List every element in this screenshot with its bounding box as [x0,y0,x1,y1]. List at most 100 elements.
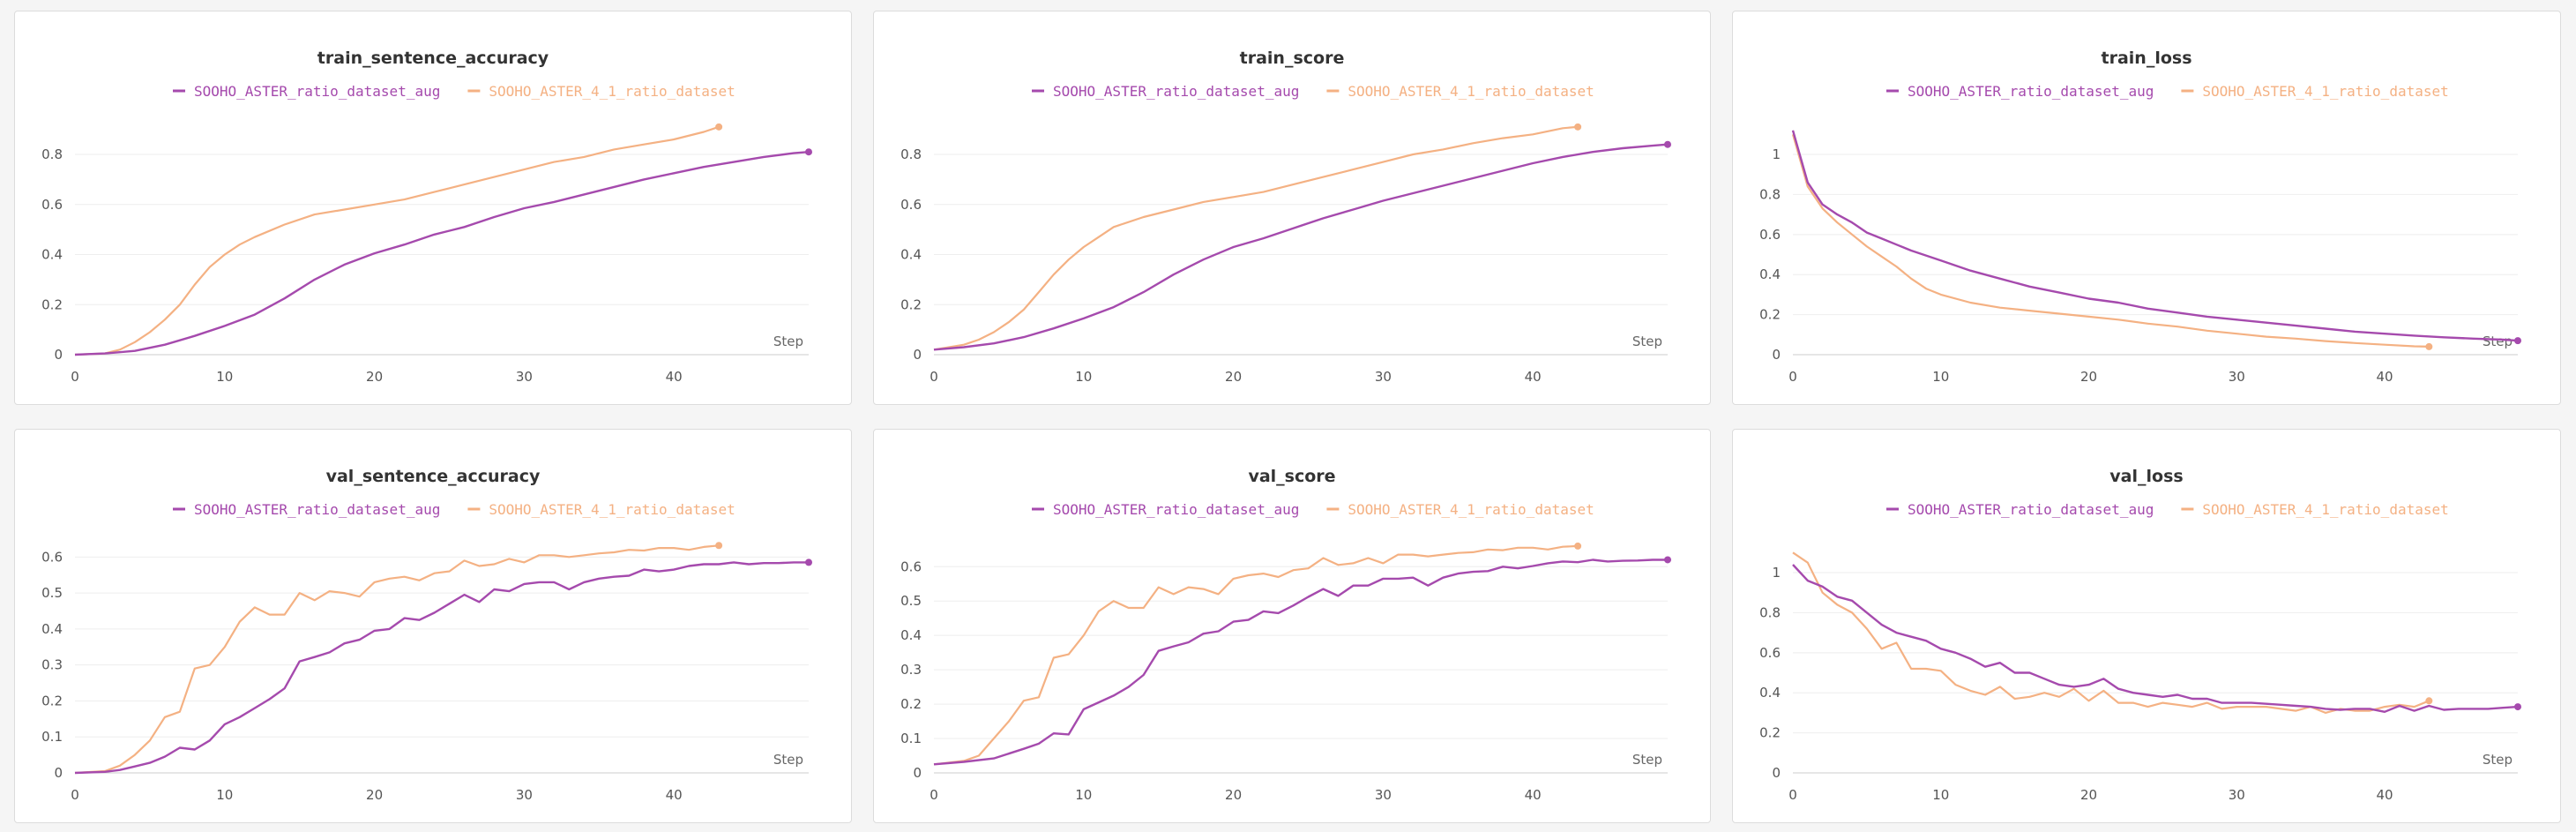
x-tick-label: 20 [366,369,383,385]
x-tick-label: 40 [2376,787,2393,803]
x-tick-label: 20 [1225,369,1242,385]
series-end-marker [2425,697,2433,705]
series-line[interactable] [1792,564,2519,713]
legend-label: SOOHO_ASTER_4_1_ratio_dataset [489,501,735,518]
y-tick-label: 0.6 [1759,227,1781,243]
y-tick-label: 0.4 [900,627,922,643]
x-tick-label: 0 [1788,369,1797,385]
chart-panel-val-sentence-accuracy[interactable]: val_sentence_accuracy SOOHO_ASTER_ratio_d… [14,429,852,823]
x-axis-label: Step [1632,334,1662,349]
series-end-marker [805,148,812,156]
x-tick-label: 40 [1525,787,1542,803]
x-tick-label: 40 [1525,369,1542,385]
y-tick-label: 0.6 [900,558,922,574]
x-tick-label: 10 [1932,369,1949,385]
y-tick-label: 0.4 [41,247,63,263]
y-tick-label: 0 [1772,765,1781,781]
chart-svg: train_loss SOOHO_ASTER_ratio_dataset_aug S… [1759,49,2521,385]
series-end-marker [2514,337,2521,345]
y-tick-label: 0.8 [900,146,922,162]
x-tick-label: 0 [930,369,938,385]
y-tick-label: 0 [54,347,63,363]
y-tick-label: 0.1 [900,731,922,746]
x-tick-label: 40 [666,787,683,803]
y-tick-label: 0.5 [900,593,922,609]
chart-panel-train-sentence-accuracy[interactable]: train_sentence_accuracy SOOHO_ASTER_ratio… [14,11,852,405]
chart-panel-val-score[interactable]: val_score SOOHO_ASTER_ratio_dataset_aug SO… [873,429,1711,823]
legend-label: SOOHO_ASTER_ratio_dataset_aug [1908,83,2154,100]
chart-title: train_score [1240,49,1345,68]
y-tick-label: 0.2 [1759,307,1781,323]
x-tick-label: 10 [1075,787,1092,803]
legend-item[interactable]: SOOHO_ASTER_4_1_ratio_dataset [1326,83,1594,100]
series-line[interactable] [74,125,720,356]
legend-item[interactable]: SOOHO_ASTER_ratio_dataset_aug [173,501,440,518]
legend-label: SOOHO_ASTER_4_1_ratio_dataset [2202,83,2448,100]
x-tick-label: 10 [216,787,233,803]
series-line[interactable] [1792,551,2430,714]
legend-item[interactable]: SOOHO_ASTER_ratio_dataset_aug [1886,83,2154,100]
y-tick-label: 1 [1772,146,1781,162]
x-tick-label: 20 [2080,787,2097,803]
legend-item[interactable]: SOOHO_ASTER_ratio_dataset_aug [1032,83,1299,100]
y-tick-label: 0.1 [41,729,63,745]
y-tick-label: 0 [913,765,922,781]
series-line[interactable] [933,544,1579,766]
legend-item[interactable]: SOOHO_ASTER_4_1_ratio_dataset [2181,83,2449,100]
y-tick-label: 0.4 [41,621,63,637]
x-tick-label: 10 [1075,369,1092,385]
legend-label: SOOHO_ASTER_4_1_ratio_dataset [1348,83,1594,100]
x-tick-label: 0 [71,787,79,803]
legend-item[interactable]: SOOHO_ASTER_4_1_ratio_dataset [467,501,735,518]
series-line[interactable] [933,143,1669,351]
x-axis-label: Step [2483,752,2513,768]
legend-item[interactable]: SOOHO_ASTER_4_1_ratio_dataset [2181,501,2449,518]
chart-svg: train_score SOOHO_ASTER_ratio_dataset_aug… [900,49,1671,385]
y-tick-label: 0 [1772,347,1781,363]
y-tick-label: 0.8 [1759,186,1781,202]
x-tick-label: 0 [930,787,938,803]
series-end-marker [715,542,723,550]
series-line[interactable] [1791,133,2430,348]
x-tick-label: 30 [2229,787,2245,803]
legend-label: SOOHO_ASTER_ratio_dataset_aug [194,501,440,518]
legend-label: SOOHO_ASTER_ratio_dataset_aug [194,83,440,100]
series-line[interactable] [933,125,1579,351]
x-tick-label: 40 [2376,369,2393,385]
y-tick-label: 0.6 [1759,645,1781,661]
chart-panel-val-loss[interactable]: val_loss SOOHO_ASTER_ratio_dataset_aug SOO… [1732,429,2561,823]
y-tick-label: 0.4 [1759,266,1781,282]
chart-title: val_score [1248,467,1335,486]
series-end-marker [1664,140,1671,148]
legend-item[interactable]: SOOHO_ASTER_4_1_ratio_dataset [467,83,735,100]
y-tick-label: 0.2 [41,693,63,708]
legend-label: SOOHO_ASTER_4_1_ratio_dataset [2202,501,2448,518]
legend-item[interactable]: SOOHO_ASTER_ratio_dataset_aug [173,83,440,100]
x-tick-label: 20 [2080,369,2097,385]
series-line[interactable] [933,558,1668,766]
chart-panel-train-score[interactable]: train_score SOOHO_ASTER_ratio_dataset_aug… [873,11,1711,405]
x-axis-label: Step [773,752,803,768]
series-end-marker [805,558,812,566]
x-tick-label: 30 [1375,787,1392,803]
x-tick-label: 30 [516,369,533,385]
legend-label: SOOHO_ASTER_ratio_dataset_aug [1053,83,1299,100]
chart-svg: val_loss SOOHO_ASTER_ratio_dataset_aug SOO… [1759,467,2521,803]
y-tick-label: 0.2 [41,296,63,312]
y-tick-label: 0.3 [41,657,63,673]
x-tick-label: 10 [1932,787,1949,803]
x-tick-label: 40 [666,369,683,385]
series-end-marker [2514,703,2521,711]
series-line[interactable] [1791,130,2519,342]
legend-item[interactable]: SOOHO_ASTER_ratio_dataset_aug [1032,501,1299,518]
y-tick-label: 0 [54,765,63,781]
chart-panel-train-loss[interactable]: train_loss SOOHO_ASTER_ratio_dataset_aug S… [1732,11,2561,405]
x-tick-label: 0 [71,369,79,385]
series-line[interactable] [74,544,720,775]
legend-item[interactable]: SOOHO_ASTER_ratio_dataset_aug [1886,501,2154,518]
legend-item[interactable]: SOOHO_ASTER_4_1_ratio_dataset [1326,501,1594,518]
series-line[interactable] [74,151,810,356]
series-line[interactable] [74,561,809,775]
x-tick-label: 10 [216,369,233,385]
chart-title: train_loss [2102,49,2192,68]
